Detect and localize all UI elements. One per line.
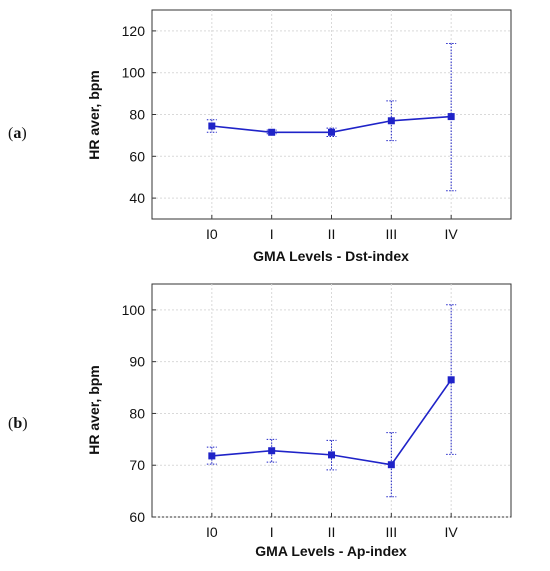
panel-a-ytick-label: 40 — [129, 190, 145, 206]
panel-b-ytick-label: 80 — [129, 405, 145, 421]
panel-a-xtick-label: I0 — [206, 226, 218, 242]
panel-b-ytick-label: 60 — [129, 509, 145, 525]
panel-a-ytick-label: 100 — [122, 65, 146, 81]
panel-b-xtick-label: I0 — [206, 524, 218, 540]
panel-a: (a) HR aver, bpm GMA Levels - Dst-index — [8, 70, 409, 264]
panel-a-data-point — [268, 128, 276, 136]
panel-a-data-point — [447, 113, 455, 121]
panel-b-ytick-label: 70 — [129, 457, 145, 473]
panel-b-ytick-label: 100 — [122, 302, 146, 318]
panel-b-xtick-label: IV — [445, 524, 459, 540]
panel-a-data-point — [328, 128, 335, 136]
panel-b-ytick-label: 90 — [129, 354, 145, 370]
panel-b-xtick-label: II — [328, 524, 336, 540]
panel-a-xlabel: GMA Levels - Dst-index — [253, 248, 409, 264]
panel-a-ytick-label: 60 — [129, 148, 145, 164]
panel-b-xtick-label: I — [270, 524, 274, 540]
panel-b-data-point — [268, 447, 276, 455]
panel-a-ylabel: HR aver, bpm — [86, 70, 102, 159]
panel-b-xtick-label: III — [385, 524, 397, 540]
panel-a-xtick-label: I — [270, 226, 274, 242]
panel-b-xlabel: GMA Levels - Ap-index — [255, 543, 407, 559]
panel-b-data-point — [447, 376, 455, 384]
panel-b-data-point — [328, 451, 335, 459]
panel-a-data-point — [387, 117, 395, 125]
panel-a-data-point — [208, 122, 216, 130]
panel-b-data-point — [387, 461, 395, 469]
panel-a-ytick-label: 120 — [122, 23, 146, 39]
panel-b: (b) HR aver, bpm GMA Levels - Ap-index — [8, 365, 407, 559]
panel-b-ylabel: HR aver, bpm — [86, 365, 102, 454]
panel-a-xtick-label: IV — [445, 226, 459, 242]
panel-a-xtick-label: II — [328, 226, 336, 242]
panel-a-label: (a) — [8, 125, 27, 142]
panel-a-xtick-label: III — [385, 226, 397, 242]
panel-b-data-point — [208, 452, 216, 460]
panel-b-label: (b) — [8, 415, 28, 432]
panel-a-ytick-label: 80 — [129, 107, 145, 123]
